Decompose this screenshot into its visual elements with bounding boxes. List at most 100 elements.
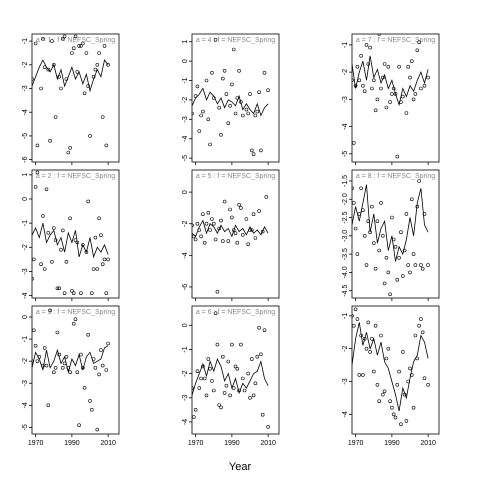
data-point [391,412,396,417]
data-point [215,342,220,347]
data-point [41,363,45,368]
data-point [246,242,250,247]
data-point [192,234,196,239]
data-point [266,88,270,92]
data-point [257,209,261,213]
data-point [51,370,56,375]
x-tick-label: 1970 [188,440,204,447]
data-point [104,291,109,296]
data-point [377,248,382,253]
data-point [241,376,245,381]
panel-frame [31,305,120,435]
data-point [395,382,400,387]
data-point [246,111,250,116]
data-point [368,45,372,50]
y-tick-label: -6 [182,284,189,290]
y-tick-label: -3 [342,96,349,102]
data-point [353,83,358,88]
data-point [41,36,45,41]
data-point [373,266,378,271]
data-point [244,107,249,112]
y-tick-label: -5 [22,133,29,139]
y-tick-label: -3 [182,395,189,401]
y-tick-label: 0 [182,323,189,327]
series-line [352,322,429,412]
y-tick-label: -1 [22,38,29,44]
data-point [226,359,231,364]
data-point [402,248,407,253]
data-point [264,195,269,199]
data-point [379,201,383,205]
data-point [68,216,72,221]
data-point [193,407,198,412]
data-point [404,212,409,216]
data-point [370,336,374,341]
y-tick-label: -5 [342,151,349,157]
data-point [250,148,254,153]
data-point [204,221,209,226]
data-point [244,217,249,221]
data-point [66,365,71,370]
data-point [397,255,401,260]
y-tick-label: -1 [342,313,349,319]
panel-frame [351,305,440,435]
data-point [388,100,392,104]
data-point [408,366,412,371]
data-point [86,84,90,88]
data-point [210,71,214,75]
data-point [417,40,421,45]
data-point [204,393,209,398]
y-tick-label: -3 [22,268,29,274]
series-line [192,219,269,238]
data-point [230,342,234,347]
data-point [68,370,72,375]
data-point [57,352,62,357]
data-point [208,366,212,371]
data-point [62,361,67,366]
data-point [408,270,412,275]
data-point [221,354,225,359]
data-point [371,241,376,245]
data-point [90,291,94,296]
panel-frame [31,169,120,299]
data-point [248,228,252,232]
data-point [364,263,369,267]
data-point [33,185,38,189]
data-point [241,233,245,237]
data-point [79,44,83,48]
data-point [44,363,49,368]
panel-9: -1 -2 -3 -4 [342,305,440,437]
data-point [193,237,198,242]
data-point [408,75,412,80]
data-point [426,382,430,387]
data-point [399,100,403,104]
y-tick-label: -3 [22,85,29,91]
data-point [419,263,423,267]
data-point [413,263,418,267]
x-tick-label: 1990 [64,440,80,447]
data-point [73,34,78,39]
data-point [406,64,411,69]
panel-frame [191,33,280,163]
data-point [201,212,205,216]
data-point [411,97,416,102]
data-point [57,286,62,291]
data-point [255,354,260,359]
data-point [248,395,252,400]
data-point [71,321,76,326]
data-point [93,235,98,240]
data-point [192,386,194,390]
data-point [400,94,405,99]
data-point [212,221,216,226]
data-point [373,108,378,113]
data-point [37,354,42,359]
data-point [364,346,369,351]
y-tick-label: -1 [22,220,29,226]
data-point [199,113,203,118]
data-point [55,286,60,291]
data-point [73,238,78,242]
data-point [366,320,371,325]
data-point [395,277,400,282]
data-point [390,405,394,410]
y-tick-label: 0 [22,197,29,201]
